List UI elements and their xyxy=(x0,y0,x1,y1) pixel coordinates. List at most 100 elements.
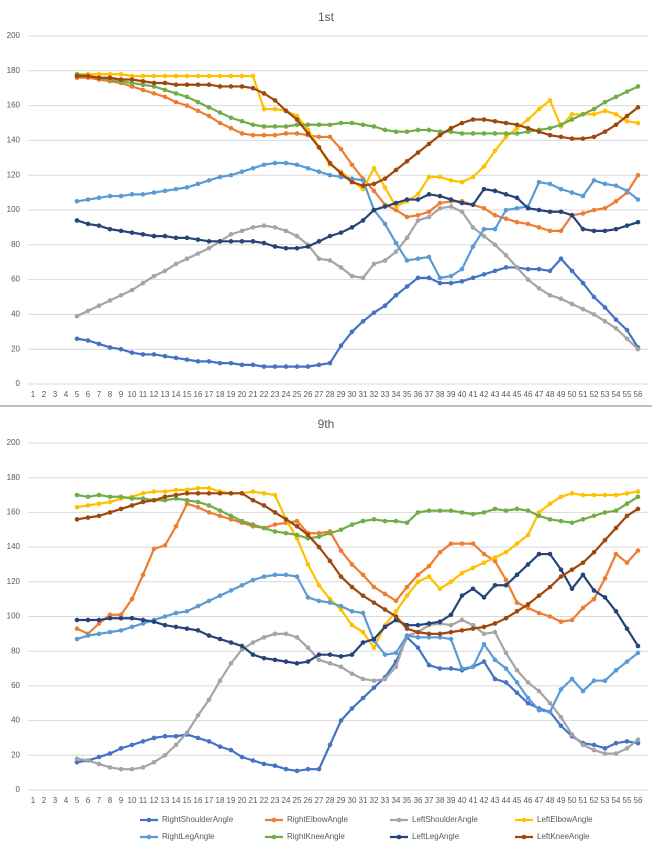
point xyxy=(140,73,146,79)
x-tick-label: 10 xyxy=(128,390,137,399)
point xyxy=(525,508,531,513)
x-tick-label: 3 xyxy=(53,796,58,805)
x-tick-label: 16 xyxy=(194,796,203,805)
point xyxy=(547,125,553,131)
point xyxy=(481,131,487,136)
point xyxy=(459,279,465,284)
point xyxy=(118,193,124,199)
point xyxy=(239,643,245,649)
point xyxy=(470,174,476,180)
legend-label: LeftLegAngle xyxy=(412,832,460,841)
point xyxy=(206,82,212,88)
y-tick-label: 40 xyxy=(11,716,20,725)
point xyxy=(250,239,256,244)
point xyxy=(580,492,586,498)
point xyxy=(459,617,465,623)
point xyxy=(635,172,641,178)
point xyxy=(129,80,135,86)
point xyxy=(558,186,564,192)
point xyxy=(162,268,168,274)
point xyxy=(74,617,80,623)
point xyxy=(173,496,179,501)
point xyxy=(283,124,289,129)
point xyxy=(184,185,190,190)
point xyxy=(349,706,355,711)
point xyxy=(525,129,531,134)
point xyxy=(547,181,553,187)
x-tick-label: 37 xyxy=(425,796,434,805)
point xyxy=(107,629,113,635)
point xyxy=(591,588,597,593)
x-tick-label: 46 xyxy=(524,390,533,399)
point xyxy=(129,624,135,630)
point xyxy=(393,200,399,206)
point xyxy=(140,232,146,237)
point xyxy=(228,239,234,244)
point xyxy=(360,572,366,578)
point xyxy=(360,640,366,645)
point xyxy=(437,193,443,199)
point xyxy=(107,75,113,81)
point xyxy=(327,596,333,602)
point xyxy=(272,657,278,663)
x-tick-label: 12 xyxy=(150,796,159,805)
point xyxy=(118,766,124,772)
point xyxy=(294,117,300,122)
point xyxy=(140,617,146,623)
point xyxy=(327,160,333,166)
point xyxy=(558,518,564,524)
x-tick-label: 17 xyxy=(205,796,214,805)
point xyxy=(448,178,454,183)
point xyxy=(459,628,465,633)
point xyxy=(437,631,443,637)
point xyxy=(514,122,520,128)
point xyxy=(404,593,410,598)
series-line xyxy=(76,487,639,650)
point xyxy=(393,292,399,298)
point xyxy=(437,550,443,555)
point xyxy=(448,666,454,671)
point xyxy=(602,99,608,105)
x-tick-label: 32 xyxy=(370,390,379,399)
point xyxy=(613,751,619,756)
point xyxy=(327,600,333,605)
point xyxy=(393,204,399,209)
point xyxy=(173,82,179,88)
x-tick-label: 44 xyxy=(502,796,511,805)
point xyxy=(283,364,289,369)
point xyxy=(162,87,168,93)
point xyxy=(217,73,223,79)
point xyxy=(316,122,322,128)
point xyxy=(173,91,179,96)
x-tick-label: 40 xyxy=(458,796,467,805)
point xyxy=(503,120,509,126)
point xyxy=(316,657,322,663)
series-line xyxy=(76,161,639,280)
point xyxy=(613,740,619,746)
legend-marker xyxy=(396,834,402,840)
point xyxy=(283,131,289,136)
point xyxy=(503,207,509,213)
legend-label: RightElbowAngle xyxy=(287,815,348,824)
x-tick-label: 45 xyxy=(513,796,522,805)
point xyxy=(239,84,245,89)
point xyxy=(613,183,619,188)
point xyxy=(107,71,113,77)
point xyxy=(635,737,641,742)
point xyxy=(228,747,234,753)
point xyxy=(415,635,421,640)
point xyxy=(151,91,157,96)
y-tick-label: 60 xyxy=(11,275,20,284)
series-line xyxy=(76,257,639,368)
x-tick-label: 54 xyxy=(612,796,621,805)
point xyxy=(173,261,179,267)
point xyxy=(536,106,542,112)
point xyxy=(261,162,267,168)
point xyxy=(459,510,465,515)
point xyxy=(294,536,300,541)
point xyxy=(547,98,553,103)
x-tick-label: 4 xyxy=(64,796,69,805)
point xyxy=(360,319,366,324)
point xyxy=(635,506,641,512)
point xyxy=(492,657,498,663)
